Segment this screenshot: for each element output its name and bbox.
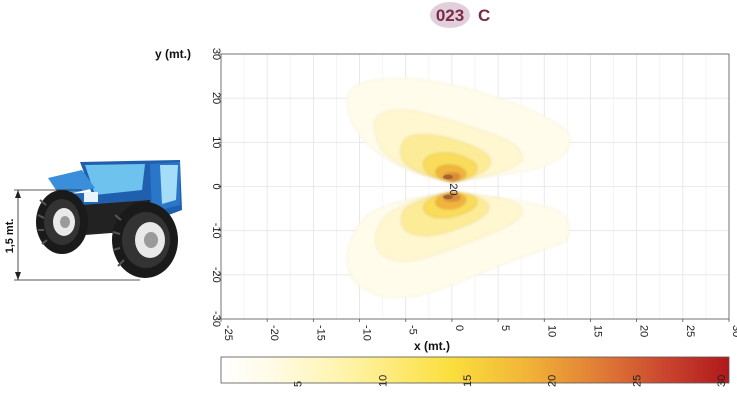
x-axis-ticks: -25 -20 -15 -10 -5 0 5 10 15 20 25 30	[220, 319, 737, 341]
y-axis-label: y (mt.)	[155, 47, 191, 61]
contour-plot: 20 -25 -20 -15 -10 -5 0 5 10 15 20 25 30 30 20 10 0 -10…	[155, 47, 737, 353]
x-tick-label: 0	[453, 325, 465, 331]
tractor-icon	[36, 160, 182, 278]
y-axis-ticks: 30 20 10 0 -10 -20 -30	[210, 48, 222, 327]
colorbar-tick-label: 5	[293, 381, 305, 387]
badge-letter: C	[478, 6, 490, 25]
lower-hotspot	[443, 194, 453, 200]
colorbar-ticks: 5 10 15 20 25 30	[293, 375, 728, 387]
colorbar-tick-label: 20	[547, 375, 559, 387]
height-dimension: 1,5 mt.	[4, 189, 140, 281]
colorbar-tick-label: 15	[462, 375, 474, 387]
badge-number: 023	[436, 6, 464, 25]
x-tick-label: 15	[591, 325, 603, 337]
x-tick-label: 5	[499, 325, 511, 331]
upper-hotspot	[443, 174, 453, 180]
lower-lobe	[346, 191, 570, 299]
colorbar-tick-label: 30	[716, 375, 728, 387]
x-tick-label: 25	[684, 325, 696, 337]
x-tick-label: -10	[361, 325, 373, 341]
sample-badge: 023 C	[430, 2, 490, 28]
x-tick-label: -25	[222, 325, 234, 341]
y-tick-label: -30	[210, 311, 222, 327]
colorbar: 5 10 15 20 25 30	[220, 356, 730, 387]
colorbar-tick-label: 25	[631, 375, 643, 387]
x-tick-label: -20	[268, 325, 280, 341]
x-tick-label: 30	[730, 325, 737, 337]
x-tick-label: 20	[638, 325, 650, 337]
y-tick-label: 0	[210, 183, 222, 189]
x-tick-label: -5	[407, 325, 419, 335]
badge-background	[430, 2, 470, 28]
x-tick-label: -15	[314, 325, 326, 341]
y-tick-label: 20	[210, 92, 222, 104]
x-axis-label: x (mt.)	[414, 339, 450, 353]
y-tick-label: 30	[210, 48, 222, 60]
y-tick-label: 10	[210, 136, 222, 148]
x-tick-label: 10	[545, 325, 557, 337]
colorbar-tick-label: 10	[377, 375, 389, 387]
y-tick-label: -20	[210, 267, 222, 283]
y-tick-label: -10	[210, 223, 222, 239]
tractor-illustration: 1,5 mt.	[4, 160, 182, 281]
colorbar-gradient-bar	[220, 356, 730, 384]
contour-annotation: 20	[447, 183, 459, 195]
height-label: 1,5 mt.	[4, 219, 16, 254]
source-hotspots	[443, 174, 453, 200]
